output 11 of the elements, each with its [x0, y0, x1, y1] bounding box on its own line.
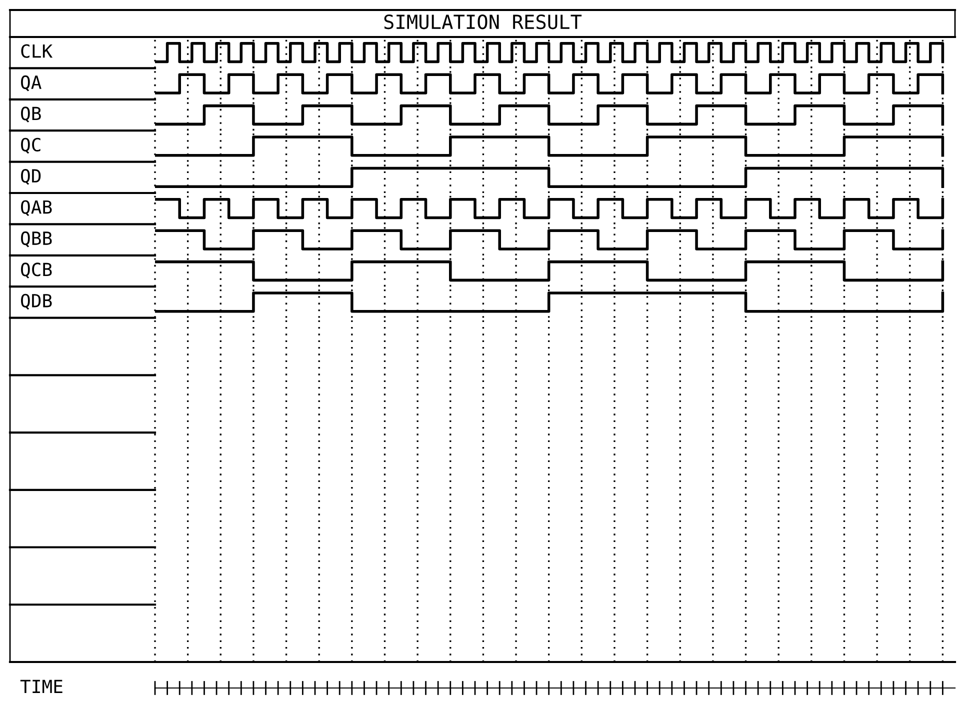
- y-axis-title: QC: [21, 138, 40, 154]
- text: TIME: [20, 680, 62, 694]
- y-axis-title: CLK: [21, 44, 53, 58]
- y-axis-title: QD: [21, 169, 41, 185]
- y-axis-title: QCB: [21, 262, 52, 278]
- y-axis-title: QBB: [21, 231, 52, 248]
- y-axis-title: QB: [21, 106, 41, 122]
- y-axis-title: QDB: [21, 294, 52, 310]
- y-axis-title: QAB: [21, 200, 52, 216]
- y-axis-title: QA: [21, 75, 42, 92]
- chart-title: SIMULATION RESULT: [384, 14, 582, 30]
